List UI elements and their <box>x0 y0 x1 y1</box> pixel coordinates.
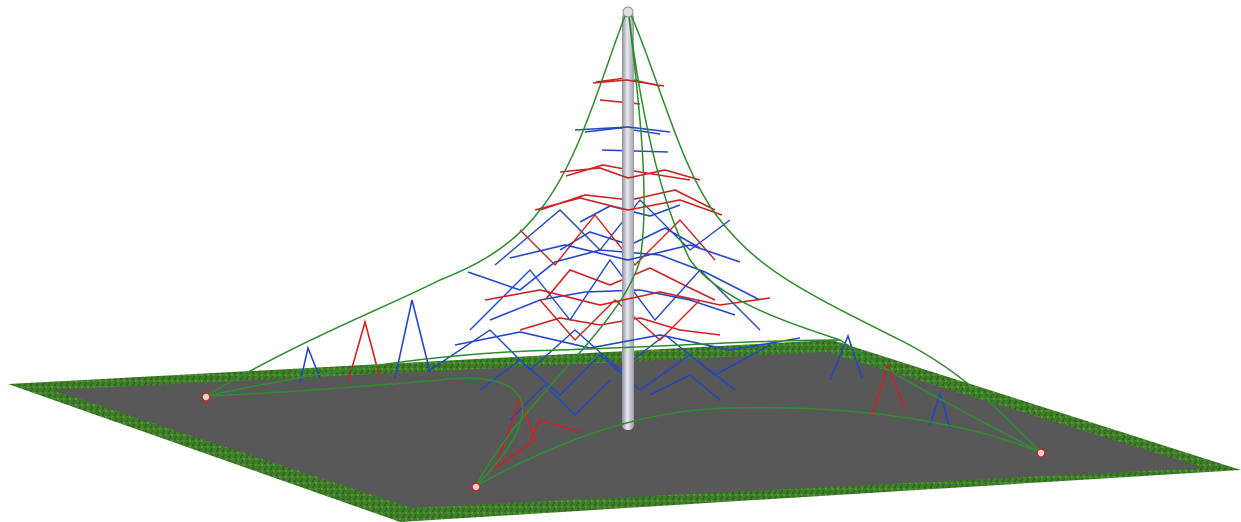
front-net <box>454 79 801 351</box>
anchor-right <box>1036 448 1046 458</box>
perimeter-ropes <box>205 7 1041 487</box>
anchor-front <box>471 482 481 492</box>
mast-cap <box>622 6 634 18</box>
anchor-left <box>201 392 211 402</box>
ground-anchors <box>201 392 1046 492</box>
center-mast <box>622 12 634 430</box>
edge-triangles <box>299 299 951 471</box>
